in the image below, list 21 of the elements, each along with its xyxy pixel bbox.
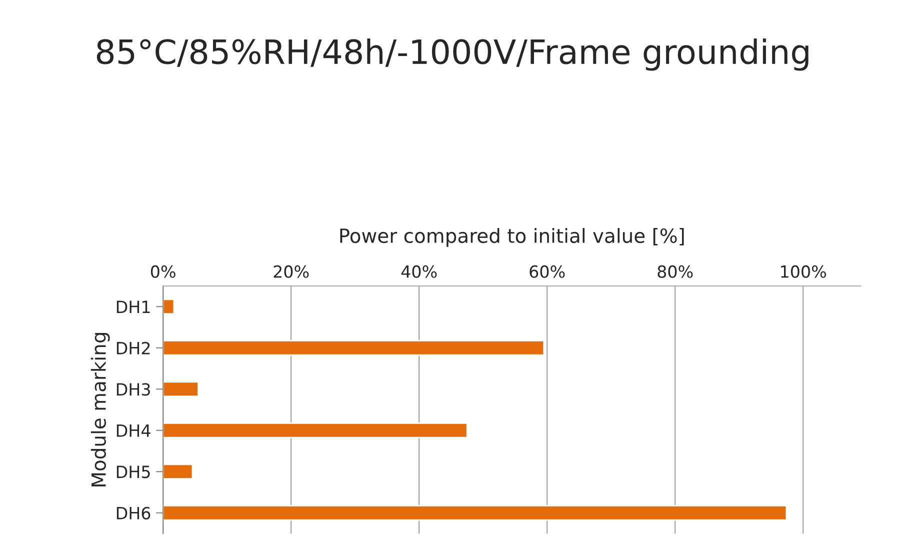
bar: [163, 464, 194, 480]
bar: [163, 381, 199, 398]
bar: [163, 298, 175, 315]
bar: [163, 504, 788, 521]
y-tick-label: DH2: [116, 342, 150, 354]
x-tick-label: 20%: [274, 265, 309, 278]
x-tick-label: 80%: [658, 265, 693, 278]
bar: [163, 340, 545, 356]
y-tick-label: DH5: [116, 466, 150, 478]
y-tick-label: DH6: [116, 506, 150, 520]
x-tick-label: 40%: [401, 265, 437, 278]
x-axis-title: Power compared to initial value [%]: [340, 228, 684, 247]
y-tick-label: DH1: [116, 300, 150, 313]
x-tick-label: 0%: [150, 265, 176, 278]
x-tick-label: 60%: [530, 265, 565, 278]
chart-title: 85°C/85%RH/48h/-1000V/Frame grounding: [96, 38, 808, 71]
y-tick-label: DH3: [116, 383, 150, 396]
x-tick-label: 100%: [781, 265, 826, 278]
y-tick-label: DH4: [116, 424, 150, 437]
bar: [163, 422, 468, 438]
y-axis-title: Module marking: [90, 332, 110, 486]
